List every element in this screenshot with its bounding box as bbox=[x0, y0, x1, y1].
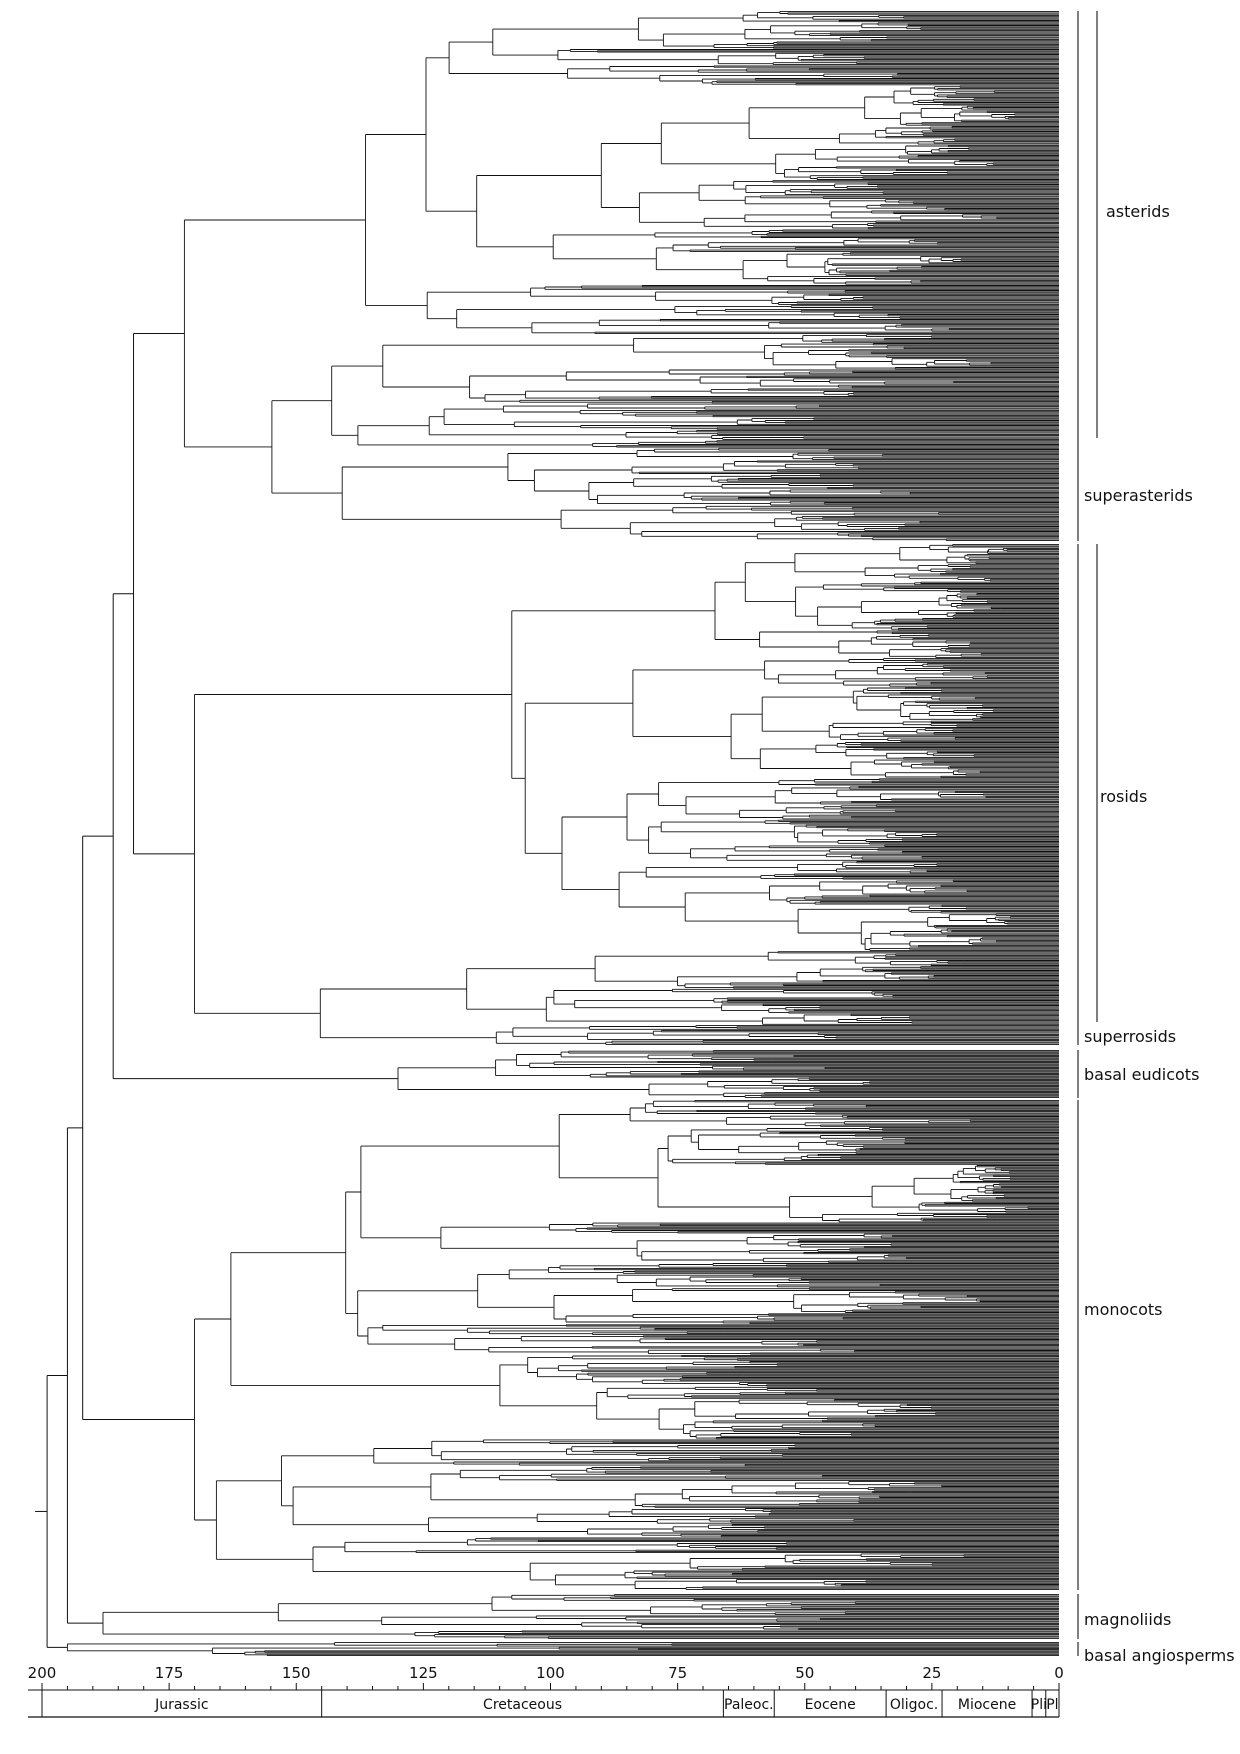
clade-branches-basal-eudicots bbox=[397, 1050, 1059, 1098]
axis-tick-label: 150 bbox=[282, 1664, 311, 1682]
clade-label-monocots: monocots bbox=[1084, 1300, 1163, 1319]
period-label-Paleoc: Paleoc. bbox=[724, 1697, 774, 1713]
backbone-eudicots bbox=[112, 593, 398, 1080]
clade-branches-superrosids bbox=[194, 544, 1059, 1045]
axis-tick-label: 125 bbox=[409, 1664, 438, 1682]
axis-tick-label: 50 bbox=[795, 1664, 814, 1682]
backbone-root bbox=[46, 1375, 68, 1648]
clade-branches-superasterids bbox=[183, 11, 1059, 541]
period-label-Cretaceous: Cretaceous bbox=[483, 1697, 562, 1713]
clade-label-asterids: asterids bbox=[1106, 202, 1170, 221]
axis-tick-label: 25 bbox=[922, 1664, 941, 1682]
clade-branches-basal-angiosperms bbox=[66, 1642, 1059, 1656]
axis-tick-label: 175 bbox=[155, 1664, 184, 1682]
clade-label-basal-eudicots: basal eudicots bbox=[1084, 1065, 1200, 1084]
period-label-Jurassic: Jurassic bbox=[154, 1697, 209, 1713]
backbone-eudicots-monocots bbox=[82, 835, 195, 1421]
clade-label-superasterids: superasterids bbox=[1084, 486, 1193, 505]
axis-tick-label: 75 bbox=[668, 1664, 687, 1682]
axis-tick-label: 200 bbox=[28, 1664, 57, 1682]
backbone-mesangiosperms bbox=[66, 1127, 104, 1624]
period-label-Eocene: Eocene bbox=[805, 1697, 856, 1713]
axis-tick-label: 100 bbox=[536, 1664, 565, 1682]
axis-tick-label: 0 bbox=[1054, 1664, 1064, 1682]
backbone-core-eudicots bbox=[133, 332, 195, 855]
clade-label-magnoliids: magnoliids bbox=[1084, 1610, 1172, 1629]
period-label-Oligoc: Oligoc. bbox=[890, 1697, 938, 1713]
clade-label-superrosids: superrosids bbox=[1084, 1027, 1177, 1046]
clade-branches-magnoliids bbox=[102, 1594, 1059, 1639]
clade-label-basal-angiosperms: basal angiosperms bbox=[1084, 1646, 1235, 1665]
clade-branches-monocots bbox=[194, 1100, 1059, 1590]
period-label-Pl: Pl bbox=[1046, 1697, 1058, 1713]
period-label-Pli: Pli bbox=[1031, 1697, 1047, 1713]
period-label-Miocene: Miocene bbox=[958, 1697, 1016, 1713]
clade-label-rosids: rosids bbox=[1100, 787, 1148, 806]
